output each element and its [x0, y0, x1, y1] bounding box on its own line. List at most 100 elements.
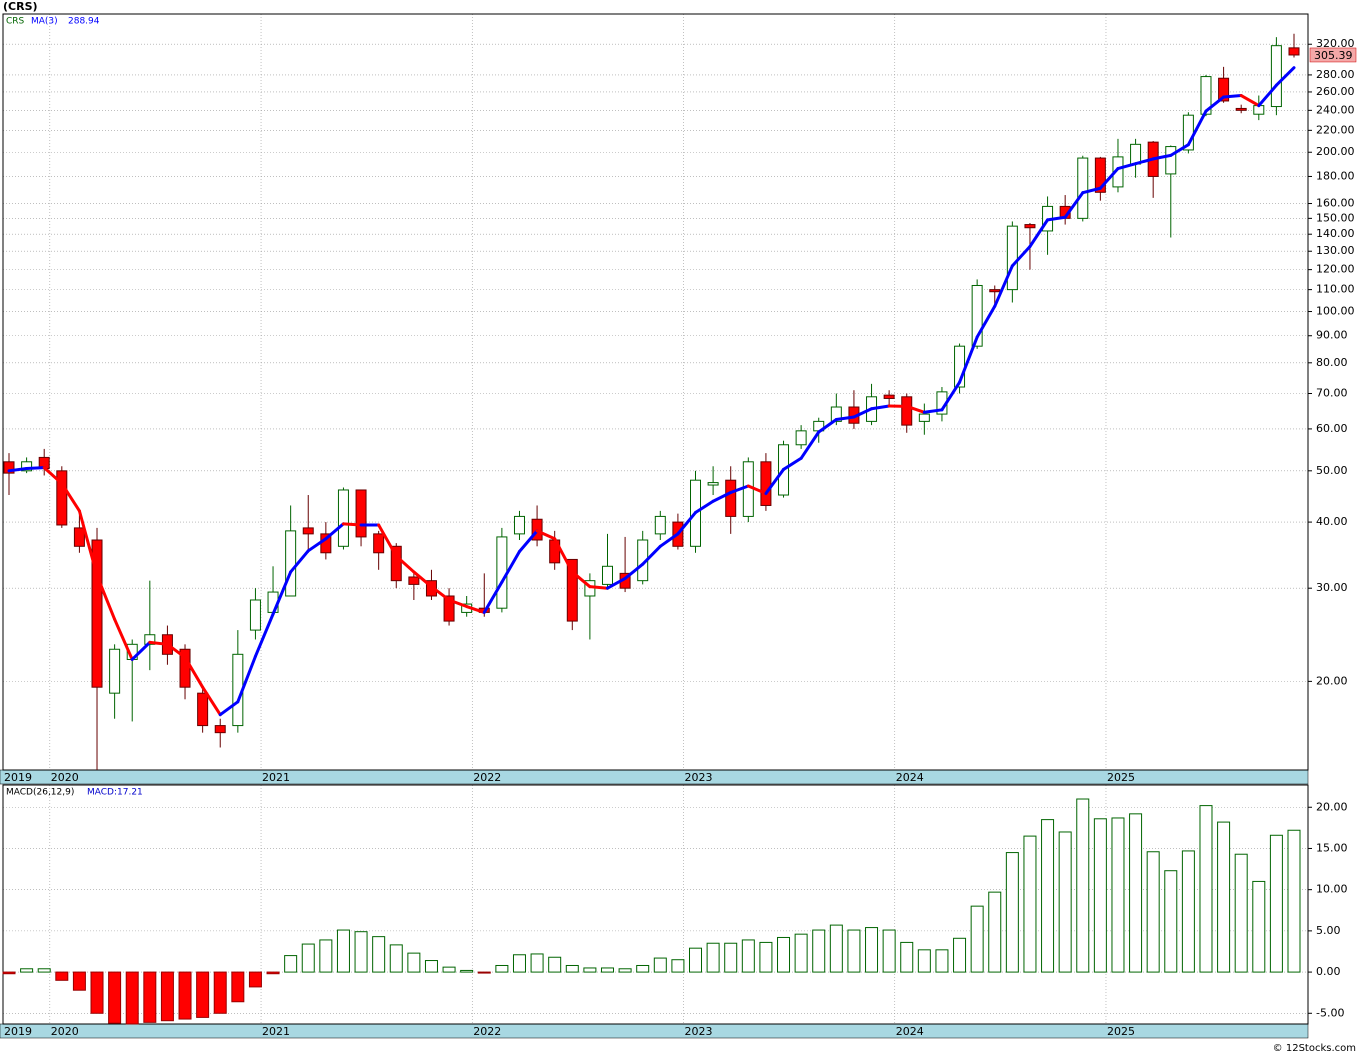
- candle-body: [1270, 45, 1282, 108]
- macd-bar: [741, 939, 755, 973]
- plot-border: [2, 784, 1309, 1025]
- macd-bar: [372, 936, 386, 973]
- candle-body: [91, 539, 103, 688]
- chart-title: (CRS): [3, 0, 38, 13]
- plot-area: [3, 14, 1308, 770]
- y-tick-label: 110.00: [1316, 283, 1355, 296]
- y-tick-label: 320.00: [1316, 37, 1355, 50]
- y-tick-label: 10.00: [1316, 883, 1348, 896]
- ma-line: [958, 335, 979, 384]
- y-tick-label: 40.00: [1316, 515, 1348, 528]
- macd-bar: [1041, 819, 1055, 973]
- x-tick-label: 2024: [896, 1025, 924, 1038]
- macd-bar: [1129, 813, 1143, 973]
- macd-bar: [389, 944, 403, 973]
- y-tick-label: 5.00: [1316, 924, 1341, 937]
- macd-bar: [724, 942, 738, 973]
- macd-bar: [689, 947, 703, 973]
- macd-bar: [1058, 831, 1072, 973]
- x-tick-label: 2022: [473, 1025, 501, 1038]
- macd-bar: [55, 971, 69, 981]
- macd-bar: [1023, 835, 1037, 973]
- legend-symbol: CRS: [6, 17, 25, 27]
- macd-bar: [777, 936, 791, 973]
- macd-bar: [636, 964, 650, 973]
- y-tick-label: 150.00: [1316, 211, 1355, 224]
- ma-line: [817, 418, 838, 434]
- y-tick-label: -5.00: [1316, 1006, 1344, 1019]
- ma-line: [711, 490, 733, 503]
- ma-line: [7, 467, 29, 473]
- ma-line: [201, 685, 222, 717]
- ma-line: [658, 532, 680, 548]
- x-tick-label: 2019: [4, 1025, 32, 1038]
- macd-bar: [20, 968, 34, 973]
- macd-bar: [600, 967, 614, 973]
- ma-line: [852, 407, 874, 419]
- macd-bar: [196, 971, 210, 1018]
- macd-bar: [1005, 852, 1019, 973]
- candle-body: [654, 515, 666, 535]
- ma-line: [1239, 94, 1261, 108]
- macd-bar: [865, 927, 879, 973]
- ma-line: [183, 655, 205, 689]
- y-tick-label: 260.00: [1316, 85, 1355, 98]
- macd-bar: [1269, 834, 1283, 973]
- ma-line: [641, 544, 662, 566]
- candle-body: [3, 461, 15, 474]
- macd-bar: [706, 942, 720, 973]
- y-tick-label: 20.00: [1316, 800, 1348, 813]
- candle-body: [830, 406, 842, 422]
- ma-line: [975, 304, 997, 339]
- candle-body: [197, 692, 209, 727]
- ma-line: [1116, 162, 1138, 171]
- macd-bar: [1287, 829, 1301, 973]
- ma-line: [324, 522, 345, 541]
- candle-body: [1288, 47, 1300, 56]
- ma-line: [1028, 218, 1050, 249]
- candle-body: [1218, 77, 1230, 102]
- ma-line: [447, 598, 469, 609]
- macd-bar: [935, 949, 949, 973]
- candle-body: [601, 565, 613, 585]
- ma-line: [95, 574, 117, 621]
- ma-line: [870, 404, 891, 411]
- ma-line: [1151, 153, 1173, 161]
- candle-body: [249, 599, 261, 631]
- ma-line: [1186, 109, 1208, 147]
- ma-line: [1222, 94, 1243, 99]
- macd-bar: [565, 964, 579, 973]
- macd-bar: [266, 971, 280, 975]
- ma-line: [588, 585, 609, 590]
- x-tick-label: 2020: [51, 771, 79, 784]
- ma-line: [1098, 167, 1120, 190]
- ma-line: [676, 511, 698, 536]
- macd-bar: [759, 941, 773, 973]
- macd-bar: [953, 937, 967, 973]
- ma-line: [1257, 83, 1278, 108]
- macd-bar: [178, 971, 192, 1020]
- macd-bar: [1093, 818, 1107, 973]
- macd-bar: [160, 971, 174, 1022]
- macd-bar: [917, 949, 931, 973]
- ma-line: [605, 576, 627, 590]
- candle-body: [109, 648, 121, 694]
- ma-line: [1010, 245, 1032, 268]
- ma-line: [1063, 191, 1085, 219]
- ma-line: [429, 585, 451, 602]
- ma-line: [905, 404, 926, 414]
- candle-body: [1165, 146, 1177, 175]
- ma-line: [236, 654, 257, 704]
- y-tick-label: 240.00: [1316, 103, 1355, 116]
- candle-body: [390, 545, 402, 582]
- y-tick-label: 140.00: [1316, 227, 1355, 240]
- candle-body: [73, 527, 85, 547]
- y-tick-label: 70.00: [1316, 386, 1348, 399]
- last-price-label: 305.39: [1314, 49, 1353, 62]
- candle-body: [1094, 157, 1106, 193]
- macd-bar: [1199, 805, 1213, 973]
- macd-bar: [231, 971, 245, 1003]
- macd-bar: [284, 955, 298, 973]
- ma-line: [60, 482, 81, 513]
